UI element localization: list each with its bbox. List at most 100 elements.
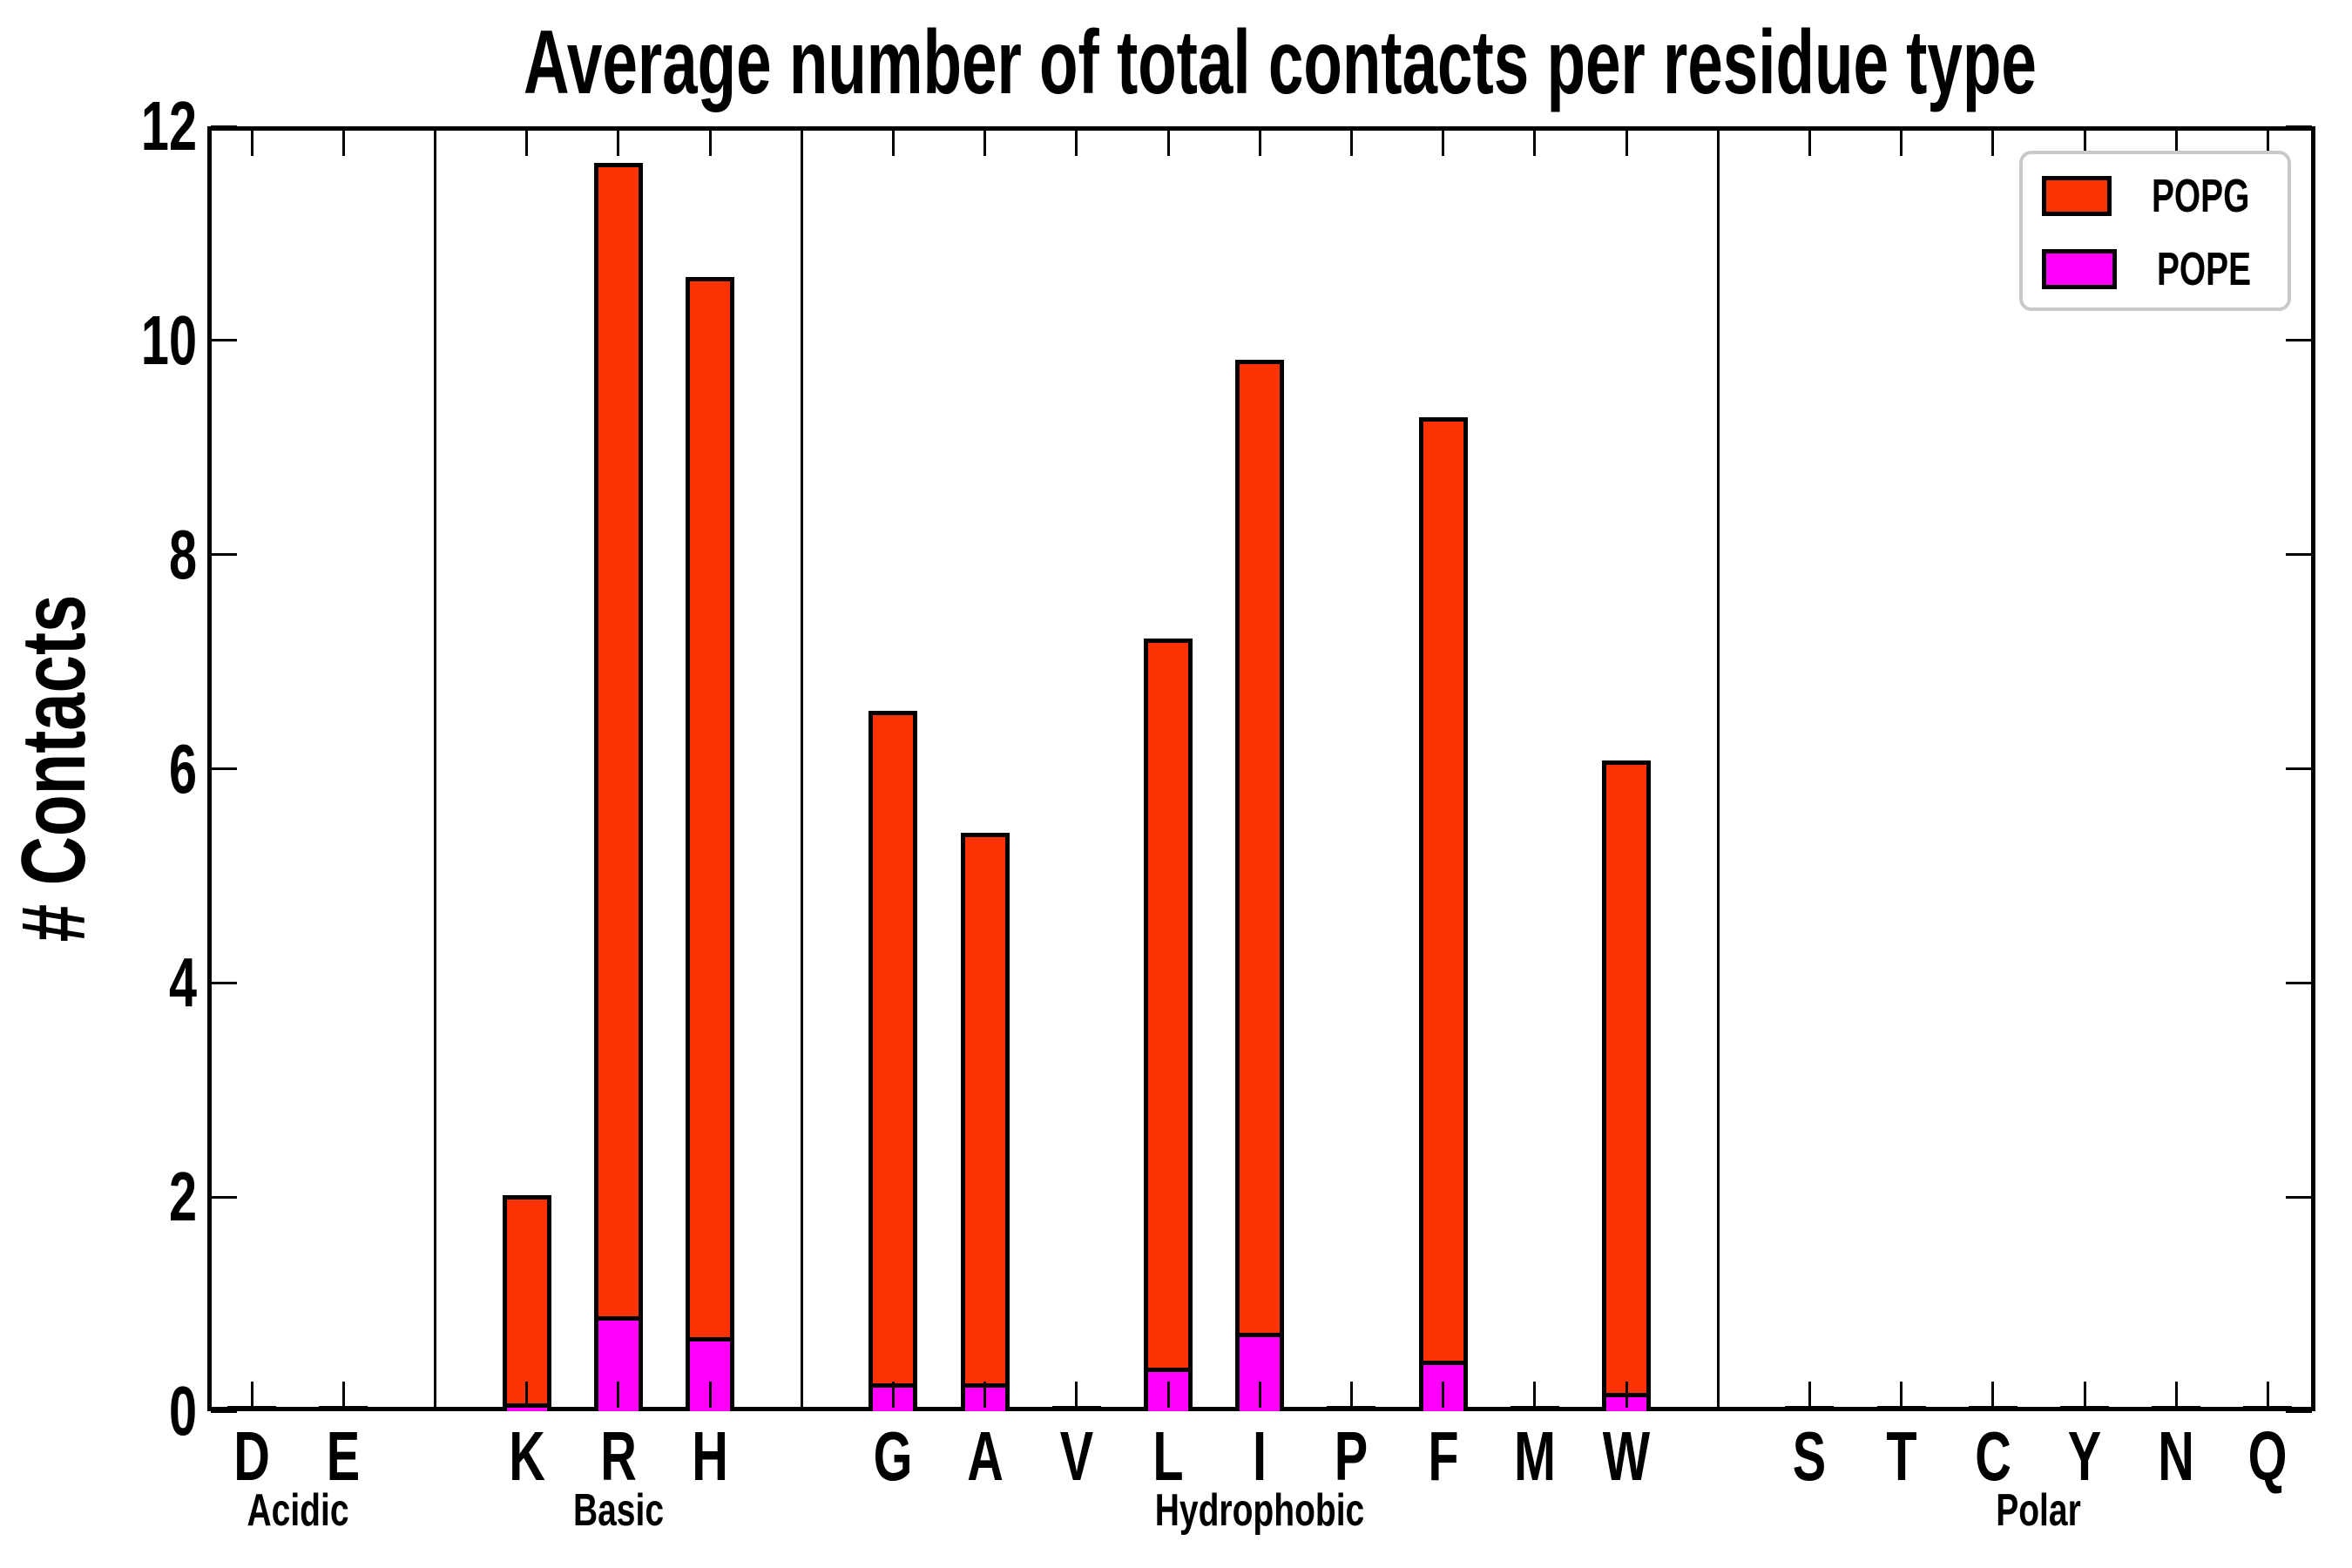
x-tick-bottom <box>525 1382 529 1408</box>
chart-title: Average number of total contacts per res… <box>524 12 2037 113</box>
y-tick-label-12: 12 <box>140 87 197 165</box>
y-tick-label-2: 2 <box>168 1158 197 1236</box>
group-label-basic: Basic <box>572 1485 664 1536</box>
x-tick-bottom <box>2174 1382 2178 1408</box>
y-tick-label-8: 8 <box>168 515 197 593</box>
bar-V-sliver <box>1051 1406 1101 1411</box>
bar-G-popg <box>868 711 918 1384</box>
x-tick-bottom <box>1991 1382 1995 1408</box>
residue-label-E: E <box>326 1417 361 1495</box>
legend: POPG POPE <box>2019 151 2291 311</box>
residue-label-P: P <box>1335 1417 1369 1495</box>
residue-label-C: C <box>1974 1417 2011 1495</box>
group-label-hydrophobic: Hydrophobic <box>1154 1485 1365 1536</box>
x-tick-bottom <box>250 1382 253 1408</box>
y-tick-right <box>2286 767 2312 770</box>
legend-swatch-popg <box>2042 176 2112 216</box>
x-tick-top <box>1075 130 1078 156</box>
x-tick-bottom <box>1442 1382 1445 1408</box>
bar-T-sliver <box>1876 1406 1926 1411</box>
bar-A-popg <box>960 833 1010 1384</box>
bar-S-sliver <box>1785 1406 1835 1411</box>
group-label-acidic: Acidic <box>247 1485 349 1536</box>
bar-H-popg <box>686 277 734 1338</box>
residue-label-G: G <box>873 1417 913 1495</box>
residue-label-R: R <box>599 1417 637 1495</box>
x-tick-top <box>433 130 436 156</box>
residue-label-S: S <box>1793 1417 1827 1495</box>
y-tick-right <box>2286 125 2312 128</box>
bar-W-popg <box>1602 760 1651 1394</box>
group-label-polar: Polar <box>1996 1485 2082 1536</box>
x-tick-bottom <box>2083 1382 2086 1408</box>
y-tick-left <box>211 125 237 128</box>
x-tick-top <box>1166 130 1170 156</box>
x-tick-top <box>1533 130 1537 156</box>
x-tick-top <box>983 130 987 156</box>
x-tick-top <box>1808 130 1811 156</box>
bar-Y-sliver <box>2060 1406 2109 1411</box>
x-tick-bottom <box>891 1382 895 1408</box>
x-tick-bottom <box>1075 1382 1078 1408</box>
bar-R-popg <box>593 162 643 1316</box>
residue-label-K: K <box>508 1417 545 1495</box>
x-tick-top <box>800 130 803 156</box>
bar-M-sliver <box>1510 1406 1559 1411</box>
residue-label-I: I <box>1253 1417 1267 1495</box>
legend-swatch-pope <box>2042 249 2117 289</box>
x-tick-top <box>1625 130 1628 156</box>
x-tick-bottom <box>1716 1382 1720 1408</box>
x-tick-top <box>1991 130 1995 156</box>
residue-label-W: W <box>1602 1417 1651 1495</box>
residue-label-D: D <box>233 1417 270 1495</box>
x-tick-top <box>1258 130 1261 156</box>
x-tick-bottom <box>341 1382 345 1408</box>
bar-C-sliver <box>1968 1406 2017 1411</box>
x-tick-top <box>525 130 529 156</box>
x-tick-top <box>250 130 253 156</box>
y-tick-label-0: 0 <box>168 1372 197 1450</box>
x-tick-bottom <box>1258 1382 1261 1408</box>
legend-item-popg: POPG <box>2023 172 2288 220</box>
x-tick-top <box>617 130 620 156</box>
residue-label-N: N <box>2158 1417 2194 1495</box>
bar-L-popg <box>1144 638 1193 1368</box>
y-tick-left <box>211 1409 237 1413</box>
residue-label-H: H <box>692 1417 728 1495</box>
residue-label-V: V <box>1059 1417 1094 1495</box>
y-axis-title: # Contacts <box>3 594 105 943</box>
y-tick-label-4: 4 <box>168 943 197 1022</box>
bar-K-popg <box>502 1194 551 1404</box>
x-tick-bottom <box>1166 1382 1170 1408</box>
x-tick-top <box>2266 130 2269 156</box>
x-tick-top <box>341 130 345 156</box>
y-tick-left <box>211 767 237 770</box>
x-tick-top <box>2174 130 2178 156</box>
x-tick-top <box>1716 130 1720 156</box>
residue-label-Q: Q <box>2247 1417 2288 1495</box>
bar-I-popg <box>1235 359 1285 1334</box>
x-tick-top <box>708 130 712 156</box>
bar-E-sliver <box>319 1406 368 1411</box>
y-tick-left <box>211 981 237 984</box>
bar-F-popg <box>1418 417 1468 1362</box>
x-tick-bottom <box>433 1382 436 1408</box>
residue-label-T: T <box>1885 1417 1917 1495</box>
x-tick-bottom <box>1533 1382 1537 1408</box>
x-tick-bottom <box>617 1382 620 1408</box>
residue-label-M: M <box>1513 1417 1556 1495</box>
y-tick-label-10: 10 <box>140 301 197 379</box>
y-tick-right <box>2286 1409 2312 1413</box>
y-tick-right <box>2286 553 2312 557</box>
legend-label-pope: POPE <box>2156 243 2251 295</box>
x-tick-bottom <box>800 1382 803 1408</box>
x-tick-bottom <box>1900 1382 1903 1408</box>
residue-label-L: L <box>1152 1417 1184 1495</box>
y-tick-right <box>2286 981 2312 984</box>
bar-Q-sliver <box>2243 1406 2293 1411</box>
x-tick-top <box>1900 130 1903 156</box>
bar-P-sliver <box>1327 1406 1376 1411</box>
x-tick-bottom <box>983 1382 987 1408</box>
y-tick-label-6: 6 <box>168 729 197 808</box>
